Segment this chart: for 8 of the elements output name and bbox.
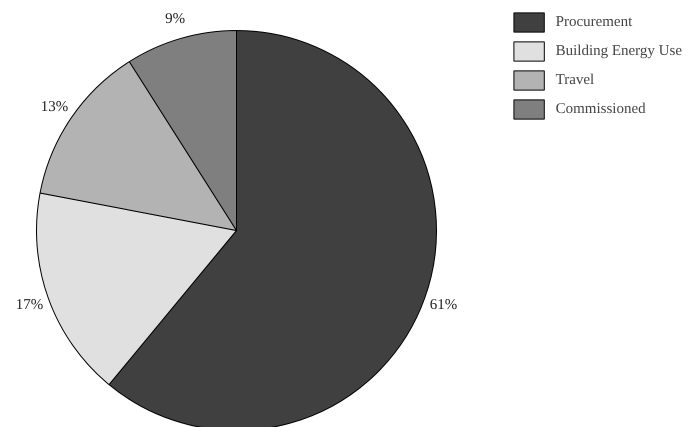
legend-label: Commissioned [556,100,646,118]
data-label: 13% [40,98,68,115]
data-label: 17% [16,297,44,314]
data-label: 9% [165,11,186,28]
legend-label: Building Energy Use [556,42,682,60]
legend-label: Travel [556,72,594,88]
legend-label: Procurement [556,14,632,30]
data-label: 61% [430,297,458,314]
